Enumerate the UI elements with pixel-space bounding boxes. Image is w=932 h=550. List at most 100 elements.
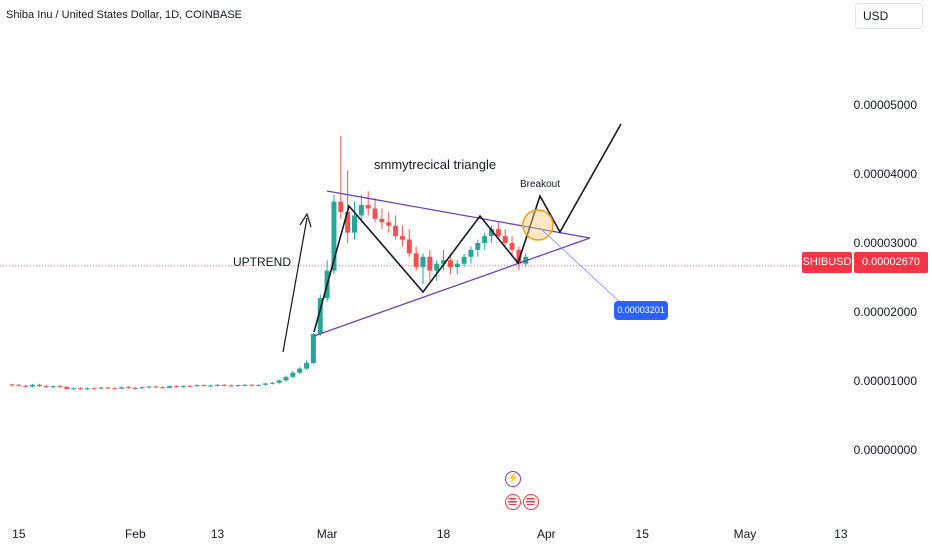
y-tick-label: 0.00002000	[854, 305, 918, 319]
candle-body	[98, 387, 104, 389]
candle	[475, 239, 481, 257]
candle	[420, 253, 426, 285]
us-flag-icon[interactable]	[505, 494, 521, 510]
symbol-price-label: SHIBUSD	[802, 252, 852, 273]
candle	[139, 386, 145, 389]
candle	[98, 386, 104, 390]
candle-body	[256, 384, 262, 386]
candle-body	[160, 387, 166, 389]
candle-body	[290, 372, 296, 377]
candle	[43, 385, 49, 388]
candle-body	[208, 385, 214, 387]
candle-body	[304, 363, 310, 369]
candle-body	[297, 368, 303, 373]
candle-body	[91, 388, 97, 390]
candle-body	[23, 385, 29, 387]
us-flag-icon[interactable]	[523, 494, 539, 510]
candle	[167, 385, 173, 389]
candle	[379, 208, 385, 230]
candle	[194, 384, 200, 387]
candle	[132, 386, 138, 390]
candle-body	[502, 236, 508, 243]
price-tooltip: 0.00003201	[614, 301, 668, 320]
candle	[352, 201, 357, 240]
candle-body	[249, 384, 255, 386]
candle-body	[105, 387, 111, 389]
candle-body	[447, 260, 453, 268]
candle-body	[167, 386, 173, 388]
x-tick-label: 15	[636, 527, 650, 541]
triangle-annotation[interactable]: smmytrecical triangle	[374, 157, 497, 172]
candle-body	[406, 239, 412, 254]
candle-body	[427, 256, 433, 271]
last-price-label: 0.00002670	[854, 252, 928, 273]
candle	[372, 198, 378, 223]
candle	[338, 136, 344, 219]
candle	[71, 387, 77, 390]
candle-body	[482, 236, 488, 243]
candle-body	[283, 376, 289, 381]
candle-body	[242, 384, 248, 386]
candle	[406, 229, 412, 257]
candle	[276, 379, 282, 384]
candle	[345, 170, 351, 243]
candle-body	[345, 211, 351, 233]
uptrend-annotation[interactable]: UPTREND	[233, 255, 292, 269]
candle-body	[262, 383, 268, 385]
candle	[434, 260, 440, 281]
candle	[386, 211, 392, 233]
candle	[9, 383, 15, 387]
candle	[393, 215, 399, 240]
x-tick-label: Mar	[317, 527, 338, 541]
candle	[173, 385, 179, 388]
candle-body	[194, 385, 200, 387]
x-tick-label: May	[734, 527, 757, 541]
candle-body	[50, 386, 56, 388]
candle	[208, 384, 214, 387]
candle-body	[16, 384, 22, 386]
candle-body	[352, 215, 357, 233]
candle-body	[173, 386, 179, 388]
candle-body	[112, 388, 118, 390]
candle	[461, 253, 467, 268]
time-axis: 15 Feb 13 Mar 18 Apr 15 May 13	[12, 527, 848, 541]
candle-body	[57, 386, 63, 388]
candle	[297, 367, 303, 375]
candle-body	[125, 387, 131, 389]
candle-body	[235, 385, 241, 387]
candle-body	[468, 249, 474, 257]
candle-body	[64, 386, 70, 389]
candle	[228, 384, 234, 387]
candle-body	[78, 388, 83, 390]
candle	[64, 386, 70, 390]
candle	[358, 194, 364, 223]
candle-body	[434, 263, 440, 271]
y-tick-label: 0.00005000	[854, 98, 918, 112]
candle-body	[215, 384, 220, 386]
y-tick-label: 0.00000000	[854, 443, 918, 457]
candle-body	[180, 385, 186, 387]
bolt-icon[interactable]: ⚡	[505, 471, 521, 487]
candle-body	[516, 249, 522, 264]
candle-body	[119, 387, 125, 389]
candle-body	[43, 386, 49, 388]
currency-selector-button[interactable]: USD	[855, 3, 923, 29]
candle	[16, 384, 22, 387]
candle-body	[310, 334, 316, 364]
candle	[23, 384, 29, 388]
candle-body	[30, 384, 36, 387]
candle-body	[153, 386, 159, 388]
breakout-annotation[interactable]: Breakout	[520, 179, 561, 190]
candle	[57, 384, 63, 388]
candle	[283, 375, 289, 382]
candle	[489, 225, 494, 243]
candle-body	[461, 256, 467, 264]
candle-body	[495, 229, 501, 237]
candle	[509, 236, 515, 257]
candle-body	[365, 205, 371, 209]
candle-body	[221, 384, 227, 386]
candle	[413, 246, 419, 271]
candle	[468, 246, 474, 264]
candle-body	[201, 385, 207, 387]
